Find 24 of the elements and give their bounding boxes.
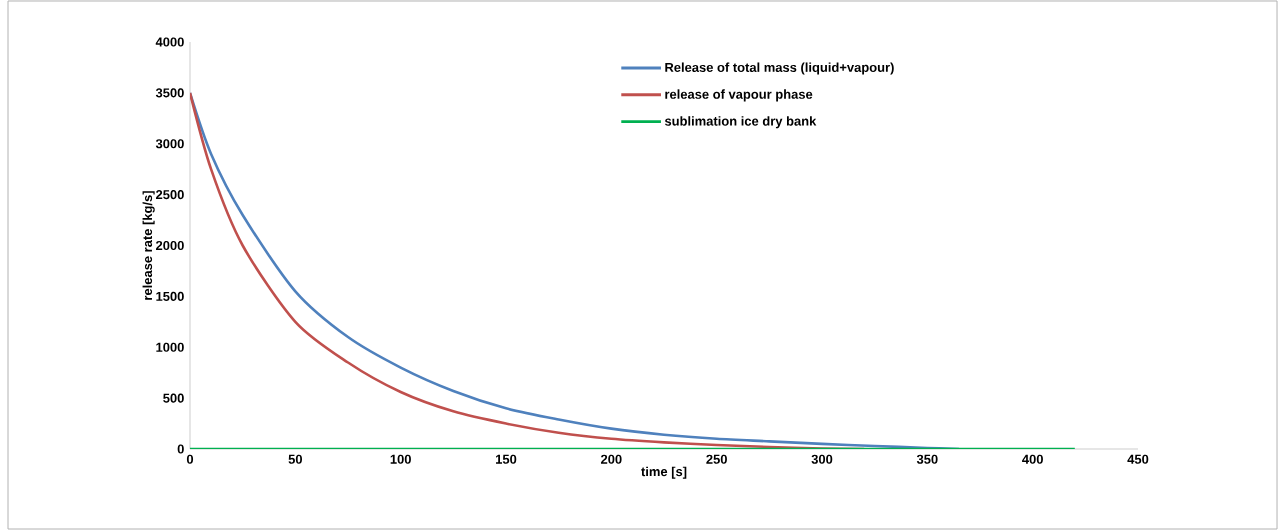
- x-tick-label: 450: [1127, 454, 1149, 464]
- x-tick-label: 150: [496, 454, 517, 464]
- x-tick-label: 350: [916, 454, 938, 464]
- legend-label: release of vapour phase: [665, 89, 813, 102]
- legend-label: sublimation ice dry bank: [664, 116, 817, 129]
- y-tick-label: 500: [163, 393, 184, 403]
- y-tick-label: 3000: [155, 139, 184, 149]
- y-tick-label: 0: [177, 444, 184, 454]
- y-tick-label: 1000: [156, 342, 184, 352]
- y-tick-label: 2000: [156, 240, 184, 251]
- x-tick-label: 300: [811, 454, 833, 464]
- legend-label: Release of total mass (liquid+vapour): [665, 62, 894, 75]
- x-tick-label: 50: [288, 454, 303, 464]
- x-tick-label: 0: [186, 454, 194, 464]
- y-tick-label: 3500: [155, 88, 184, 98]
- y-tick-label: 2500: [156, 190, 184, 200]
- y-tick-label: 4000: [155, 37, 184, 47]
- x-tick-label: 250: [706, 454, 727, 464]
- y-axis-title: release rate [kg/s]: [142, 191, 155, 300]
- x-tick-label: 200: [600, 454, 622, 464]
- x-axis-title: time [s]: [641, 466, 687, 479]
- x-tick-label: 400: [1022, 454, 1043, 464]
- y-tick-label: 1500: [156, 291, 184, 301]
- x-tick-label: 100: [390, 454, 411, 464]
